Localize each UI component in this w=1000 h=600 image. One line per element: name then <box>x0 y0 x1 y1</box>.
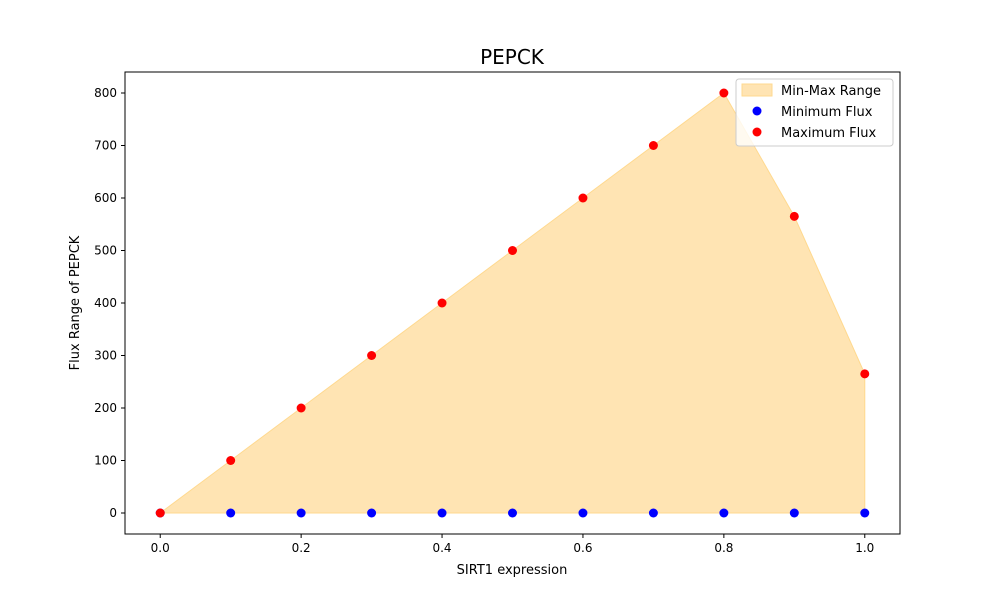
y-tick-label: 300 <box>94 349 117 363</box>
max-flux-point <box>578 193 588 203</box>
min-flux-point <box>860 508 870 518</box>
legend-label-min: Minimum Flux <box>781 105 873 120</box>
legend-label-range: Min-Max Range <box>781 84 881 99</box>
chart-title: PEPCK <box>480 45 545 69</box>
y-tick-label: 0 <box>109 506 117 520</box>
min-flux-point <box>226 508 236 518</box>
legend-marker-max <box>752 127 762 137</box>
y-tick-label: 100 <box>94 454 117 468</box>
x-tick-label: 0.8 <box>714 541 733 555</box>
y-tick-label: 600 <box>94 191 117 205</box>
max-flux-point <box>367 351 377 360</box>
min-flux-point <box>578 508 588 518</box>
max-flux-point <box>226 456 236 465</box>
legend: Min-Max Range Minimum Flux Maximum Flux <box>735 78 894 147</box>
max-flux-point <box>155 508 165 518</box>
x-axis: 0.0 0.2 0.4 0.6 0.8 1.0 <box>151 534 874 555</box>
range-area <box>158 92 866 514</box>
x-axis-title: SIRT1 expression <box>457 563 568 578</box>
max-flux-point <box>508 246 517 255</box>
min-flux-point <box>437 508 447 518</box>
y-axis: 0 100 200 300 400 500 600 700 800 <box>94 86 125 520</box>
x-tick-label: 1.0 <box>855 541 874 555</box>
min-flux-point <box>508 508 517 518</box>
legend-swatch-range <box>741 83 773 97</box>
max-flux-point <box>789 211 799 221</box>
min-flux-point <box>296 508 306 518</box>
y-tick-label: 200 <box>94 401 117 415</box>
y-tick-label: 800 <box>94 86 117 100</box>
legend-label-max: Maximum Flux <box>781 126 877 141</box>
min-flux-point <box>719 508 729 518</box>
plot-area <box>155 88 870 518</box>
legend-marker-min <box>752 106 762 116</box>
x-tick-label: 0.0 <box>151 541 170 555</box>
max-flux-point <box>648 141 658 150</box>
y-axis-title: Flux Range of PEPCK <box>68 235 83 370</box>
min-flux-point <box>367 508 377 518</box>
x-tick-label: 0.4 <box>432 541 451 555</box>
max-flux-point <box>719 88 729 98</box>
min-flux-point <box>789 508 799 518</box>
y-tick-label: 700 <box>94 139 117 153</box>
min-flux-point <box>648 508 658 518</box>
y-tick-label: 500 <box>94 244 117 258</box>
legend-box <box>735 78 894 147</box>
max-flux-point <box>296 403 306 413</box>
x-tick-label: 0.6 <box>573 541 592 555</box>
max-flux-point <box>860 369 870 379</box>
x-tick-label: 0.2 <box>292 541 311 555</box>
max-flux-point <box>437 298 447 308</box>
y-tick-label: 400 <box>94 296 117 310</box>
